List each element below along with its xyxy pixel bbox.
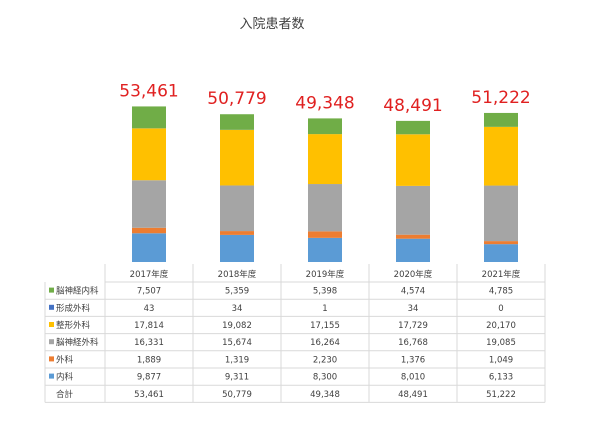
total-data-label: 53,461 — [119, 81, 178, 101]
bar-segment — [396, 238, 430, 262]
bar-segment — [396, 185, 430, 235]
bar-segment — [484, 241, 518, 245]
table-cell-value: 43 — [144, 304, 155, 314]
legend-key — [49, 356, 54, 362]
series-name-label: 脳神経内科 — [56, 286, 99, 297]
bar-segment — [220, 234, 254, 262]
table-cell-value: 5,398 — [313, 287, 337, 297]
table-cell-value: 7,507 — [137, 287, 161, 297]
table-cell-value: 53,461 — [134, 390, 164, 400]
bar-segment — [308, 118, 342, 135]
bar-segment — [308, 134, 342, 185]
category-label: 2020年度 — [394, 269, 433, 280]
bar-segment — [308, 184, 342, 232]
bar-segment — [484, 112, 518, 127]
table-cell-value: 16,264 — [310, 338, 340, 348]
total-data-label: 50,779 — [207, 89, 266, 109]
table-cell-value: 1 — [322, 304, 327, 314]
table-cell-value: 34 — [408, 304, 419, 314]
chart-title: 入院患者数 — [239, 17, 304, 32]
table-cell-value: 49,348 — [310, 390, 340, 400]
bar-segment — [308, 237, 342, 262]
series-name-label: 内科 — [56, 372, 74, 383]
bar-segment — [484, 185, 518, 242]
table-cell-value: 17,729 — [398, 321, 428, 331]
legend-key — [49, 373, 54, 379]
table-cell-value: 1,319 — [225, 355, 249, 365]
table-cell-value: 17,814 — [134, 321, 164, 331]
series-name-label: 脳神経外科 — [56, 337, 99, 348]
table-cell-value: 0 — [498, 304, 503, 314]
legend-key — [49, 304, 54, 310]
table-cell-value: 4,574 — [401, 287, 425, 297]
bar-segment — [132, 180, 166, 228]
category-label: 2019年度 — [306, 269, 345, 280]
category-label: 2017年度 — [130, 269, 169, 280]
series-name-label: 合計 — [56, 389, 74, 400]
bar-segment — [484, 126, 518, 186]
table-cell-value: 6,133 — [489, 373, 513, 383]
total-data-label: 48,491 — [383, 96, 442, 116]
table-cell-value: 8,300 — [313, 373, 337, 383]
table-cell-value: 1,889 — [137, 355, 161, 365]
bar-segment — [396, 120, 430, 135]
category-label: 2018年度 — [218, 269, 257, 280]
bar-segment — [396, 134, 430, 186]
legend-key — [49, 322, 54, 327]
totals-labels-layer: 53,461 50,779 49,348 48,491 51,222 — [119, 81, 530, 115]
table-cell-value: 1,049 — [489, 355, 513, 365]
table-cell-value: 2,230 — [313, 355, 337, 365]
bar-segment — [132, 233, 166, 262]
series-name-label: 外科 — [56, 354, 74, 365]
legend-key — [49, 339, 54, 345]
legend-key — [49, 287, 54, 293]
table-cell-value: 5,359 — [225, 287, 249, 297]
bar-segment — [132, 227, 166, 234]
category-label: 2021年度 — [482, 269, 521, 280]
table-cell-value: 1,376 — [401, 355, 425, 365]
table-cell-value: 34 — [232, 304, 243, 314]
table-cell-value: 8,010 — [401, 373, 425, 383]
bar-segment — [396, 234, 430, 239]
bar-segment — [220, 129, 254, 186]
table-cell-value: 9,311 — [225, 373, 249, 383]
total-data-label: 49,348 — [295, 93, 354, 113]
table-cell-value: 9,877 — [137, 373, 161, 383]
table-cell-value: 51,222 — [486, 390, 516, 400]
bar-segment — [220, 114, 254, 130]
table-cell-value: 20,170 — [486, 321, 516, 331]
table-cell-value: 4,785 — [489, 287, 513, 297]
bar-segment — [132, 128, 166, 181]
table-cell-value: 16,768 — [398, 338, 428, 348]
total-data-label: 51,222 — [471, 88, 530, 108]
bar-segment — [484, 244, 518, 262]
table-cell-value: 17,155 — [310, 321, 340, 331]
series-name-label: 整形外科 — [56, 320, 91, 331]
bar-segment — [220, 185, 254, 232]
table-cell-value: 16,331 — [134, 338, 164, 348]
table-cell-value: 48,491 — [398, 390, 428, 400]
bar-segment — [132, 106, 166, 129]
table-cell-value: 19,085 — [486, 338, 516, 348]
bar-segment — [220, 231, 254, 235]
bar-segment — [308, 231, 342, 238]
bars-layer — [132, 106, 518, 262]
table-cell-value: 19,082 — [222, 321, 252, 331]
table-cell-value: 50,779 — [222, 390, 252, 400]
table-cell-value: 15,674 — [222, 338, 252, 348]
series-name-label: 形成外科 — [56, 303, 91, 314]
